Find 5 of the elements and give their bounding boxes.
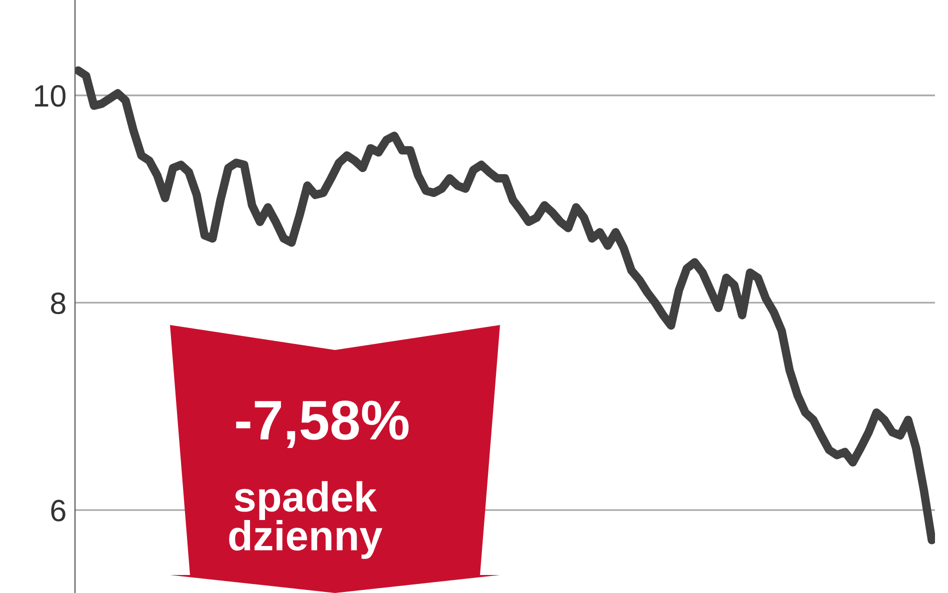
y-tick-label: 10 [35,85,66,107]
annotation: -7,58% [236,400,409,448]
y-tick-label: 8 [51,292,66,314]
y-tick-label: 6 [51,500,66,522]
annotation: spadek dzienny [229,481,382,559]
